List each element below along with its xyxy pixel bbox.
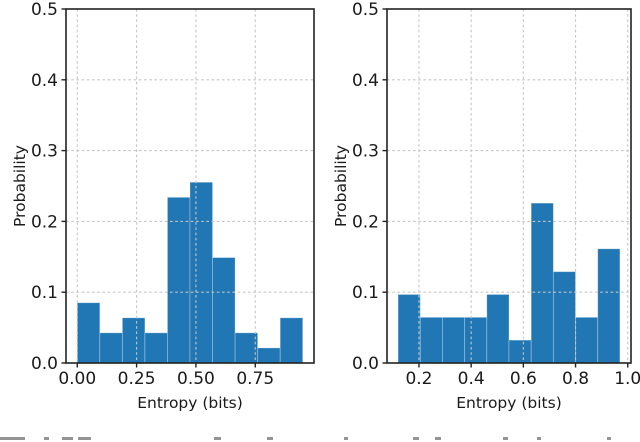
- histogram-bar: [419, 316, 443, 364]
- histogram-bar: [144, 332, 168, 364]
- y-tick-label: 0.0: [31, 354, 58, 374]
- y-tick-label: 0.2: [352, 212, 379, 232]
- x-axis-label: Entropy (bits): [456, 394, 562, 412]
- y-tick-label: 0.0: [352, 354, 379, 374]
- histogram-bar: [212, 257, 236, 364]
- caption-text-fragment: [78, 437, 91, 440]
- x-tick-label: 0.75: [236, 369, 274, 389]
- histogram-bar: [508, 339, 532, 364]
- histogram-bar: [575, 316, 599, 364]
- x-axis-label: Entropy (bits): [137, 394, 243, 412]
- left-histogram: 0.00 0.25 0.50 0.75 0.0 0.1 0.2 0.3 0.4 0.5 Entrop…: [11, 0, 315, 412]
- x-tick-label: 1.0: [614, 369, 640, 389]
- y-tick-label: 0.1: [352, 283, 379, 303]
- y-tick-label: 0.1: [31, 283, 58, 303]
- y-tick-label: 0.2: [31, 212, 58, 232]
- caption-text-fragment: [62, 437, 73, 440]
- x-tick-label: 0.00: [58, 369, 96, 389]
- caption-text-fragment: [503, 437, 508, 440]
- x-tick-label: 0.2: [405, 369, 432, 389]
- histogram-bar: [397, 294, 421, 364]
- y-axis-label: Probability: [11, 145, 29, 227]
- histogram-bar: [552, 271, 576, 364]
- histogram-bar: [597, 248, 621, 364]
- y-axis-label: Probability: [332, 145, 350, 227]
- caption-text-fragment: [44, 437, 49, 440]
- x-tick-label: 0.4: [458, 369, 485, 389]
- x-tick-label: 0.8: [562, 369, 589, 389]
- x-tick-label: 0.50: [177, 369, 215, 389]
- caption-text-fragment: [435, 437, 441, 440]
- caption-text-fragment: [267, 437, 273, 440]
- histogram-bar: [442, 316, 466, 364]
- caption-text-fragment: [413, 437, 419, 440]
- histogram-bar: [486, 294, 510, 364]
- right-histogram: 0.2 0.4 0.6 0.8 1.0 0.0 0.1 0.2 0.3 0.4 0.5 Entropy…: [332, 0, 640, 412]
- y-tick-label: 0.5: [31, 0, 58, 20]
- x-tick-label: 0.6: [510, 369, 537, 389]
- y-tick-label: 0.5: [352, 0, 379, 20]
- caption-text-fragment: [537, 437, 541, 440]
- histogram-bar: [530, 202, 554, 364]
- histogram-bar: [279, 317, 304, 364]
- histogram-bar: [121, 317, 146, 364]
- axes-spines: [386, 8, 632, 364]
- caption-text-fragment: [344, 437, 348, 440]
- x-tick-label: 0.25: [118, 369, 156, 389]
- histogram-bar: [464, 316, 488, 364]
- caption-text-fragment: [0, 437, 25, 440]
- y-tick-label: 0.3: [31, 142, 58, 162]
- histogram-bar: [189, 181, 213, 364]
- histogram-bar: [99, 332, 123, 364]
- histogram-bar: [257, 347, 281, 364]
- axes-spines: [65, 8, 315, 364]
- histogram-bar: [76, 302, 101, 364]
- y-tick-label: 0.3: [352, 142, 379, 162]
- histogram-bar: [234, 332, 259, 364]
- histogram-bar: [167, 196, 191, 364]
- caption-text-fragment: [214, 437, 221, 440]
- y-tick-label: 0.4: [352, 71, 379, 91]
- caption-text-fragment: [607, 437, 611, 440]
- y-tick-label: 0.4: [31, 71, 58, 91]
